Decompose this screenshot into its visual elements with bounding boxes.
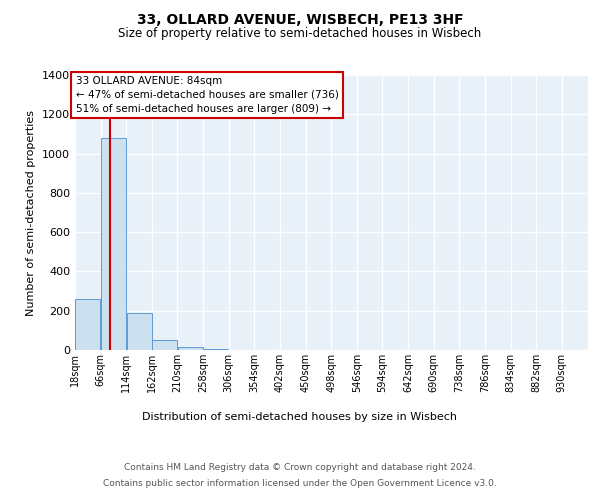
Text: 33 OLLARD AVENUE: 84sqm
← 47% of semi-detached houses are smaller (736)
51% of s: 33 OLLARD AVENUE: 84sqm ← 47% of semi-de… — [76, 76, 338, 114]
Text: Size of property relative to semi-detached houses in Wisbech: Size of property relative to semi-detach… — [118, 28, 482, 40]
Text: Contains HM Land Registry data © Crown copyright and database right 2024.: Contains HM Land Registry data © Crown c… — [124, 462, 476, 471]
Bar — [127, 312, 152, 350]
Bar — [152, 340, 177, 350]
Text: 33, OLLARD AVENUE, WISBECH, PE13 3HF: 33, OLLARD AVENUE, WISBECH, PE13 3HF — [137, 12, 463, 26]
Y-axis label: Number of semi-detached properties: Number of semi-detached properties — [26, 110, 37, 316]
Bar — [178, 347, 203, 350]
Bar — [101, 138, 126, 350]
Text: Contains public sector information licensed under the Open Government Licence v3: Contains public sector information licen… — [103, 479, 497, 488]
Bar — [75, 299, 100, 350]
Text: Distribution of semi-detached houses by size in Wisbech: Distribution of semi-detached houses by … — [143, 412, 458, 422]
Bar — [203, 349, 229, 350]
